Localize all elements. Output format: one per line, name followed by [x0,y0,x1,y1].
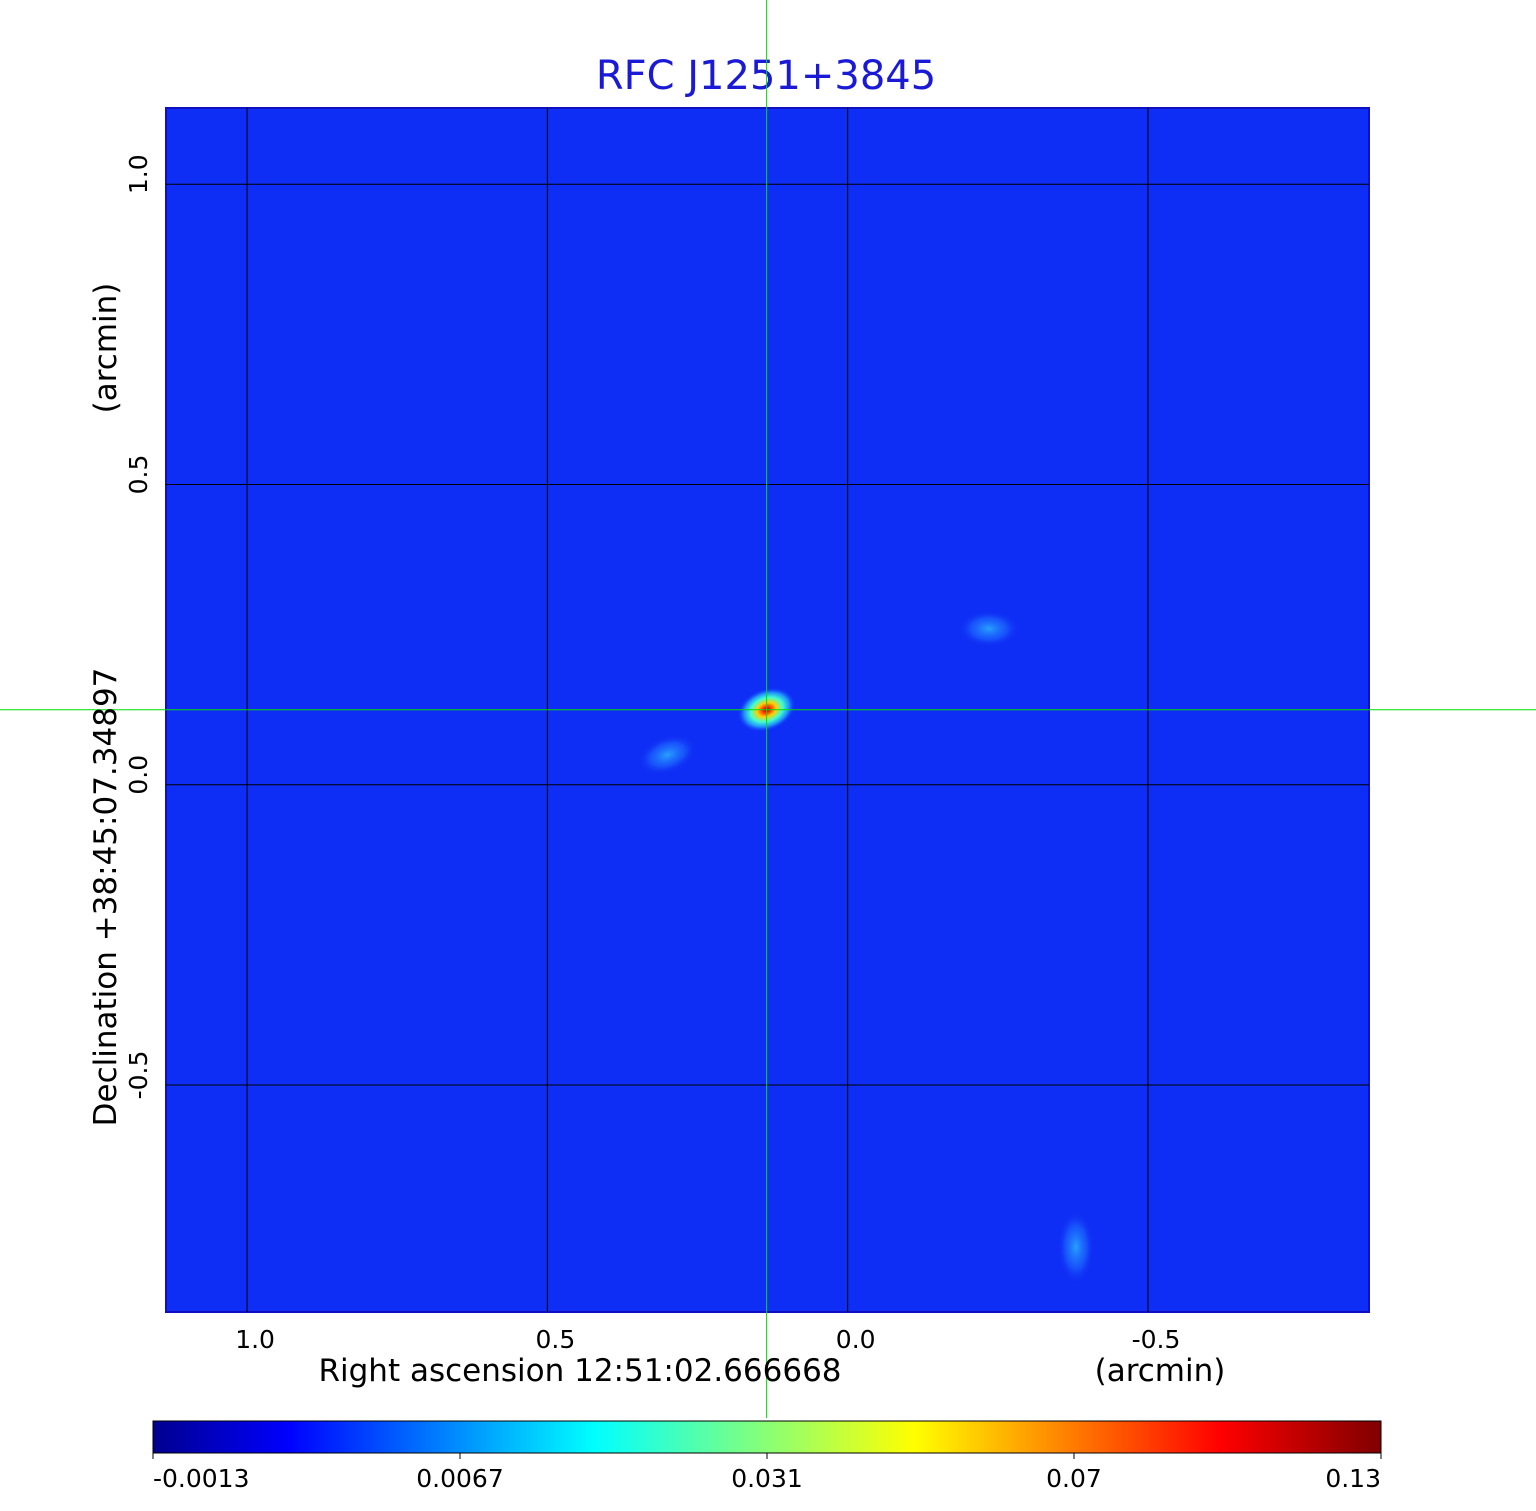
chart-title: RFC J1251+3845 [596,53,936,99]
y-axis-unit: (arcmin) [88,283,124,414]
colorbar-tick-label: 0.07 [1046,1464,1102,1493]
y-tick-label: 0.0 [124,755,153,795]
x-tick-label: 0.0 [836,1325,876,1354]
colorbar-tick-label: 0.13 [1325,1464,1381,1493]
colorbar-tick-label: -0.0013 [153,1464,250,1493]
y-tick-label: 0.5 [124,455,153,495]
faint-source-1 [1057,1211,1094,1284]
colorbar-tick-label: 0.031 [731,1464,803,1493]
x-tick-label: 0.5 [535,1325,575,1354]
colorbar [152,1420,1382,1454]
colorbar-tick-label: 0.0067 [416,1464,503,1493]
faint-source-3 [638,734,697,775]
x-tick-label: -0.5 [1132,1325,1181,1354]
y-tick-label: 1.0 [124,154,153,194]
x-axis-label: Right ascension 12:51:02.666668 [318,1353,841,1389]
y-tick-label: -0.5 [124,1051,153,1100]
x-axis-unit: (arcmin) [1095,1353,1226,1389]
y-axis-label: Declination +38:45:07.34897 [88,668,124,1127]
faint-source-2 [958,610,1019,647]
x-tick-label: 1.0 [235,1325,275,1354]
